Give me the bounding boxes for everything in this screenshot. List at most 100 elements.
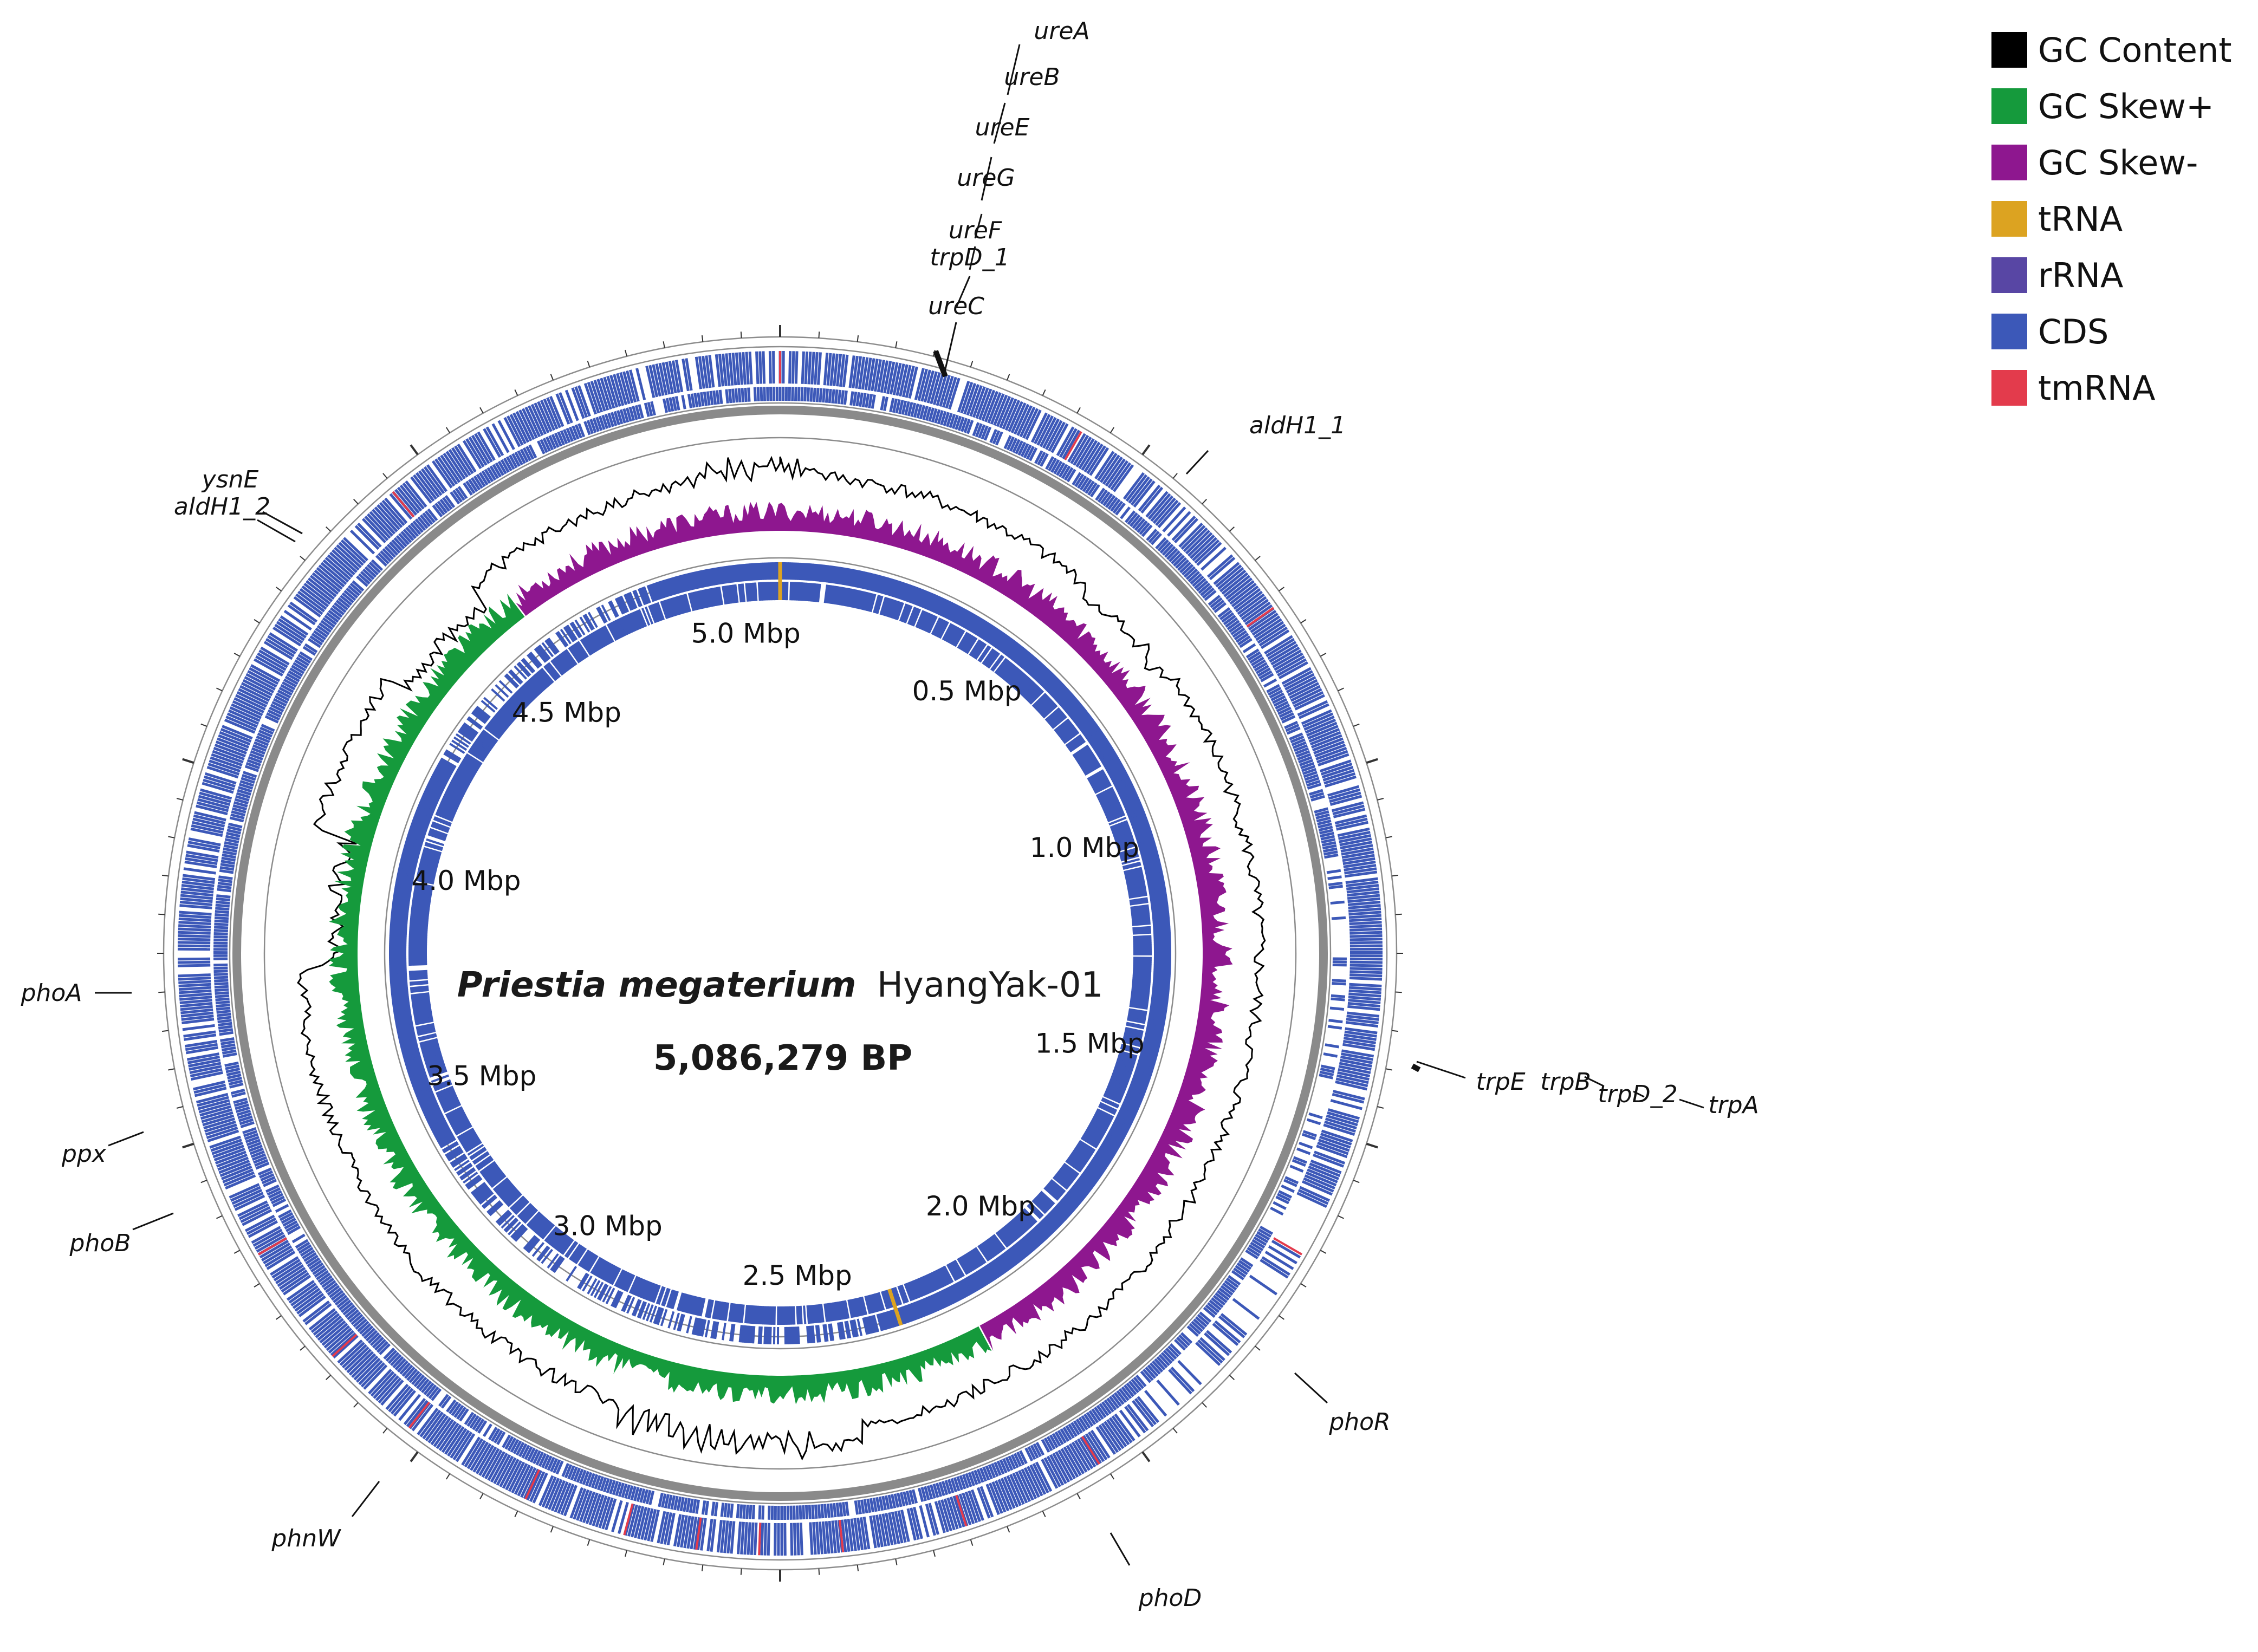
cds-feature (949, 1285, 959, 1302)
cds-feature (590, 1280, 601, 1297)
cds-feature (736, 564, 740, 582)
cds-feature (1318, 1139, 1350, 1152)
cds-feature (906, 1304, 914, 1322)
cds-feature (1075, 749, 1092, 762)
cds-feature (1096, 1108, 1114, 1118)
cds-feature (946, 1497, 959, 1530)
cds-feature (183, 874, 216, 881)
cds-feature (1233, 588, 1261, 610)
scale-tick (587, 360, 591, 368)
cds-feature (692, 1499, 697, 1514)
cds-feature (184, 1033, 217, 1041)
cds-feature (440, 1097, 458, 1107)
cds-feature (865, 1316, 872, 1334)
cds-feature (465, 480, 476, 494)
cds-feature (371, 559, 384, 571)
cds-feature (852, 392, 858, 406)
cds-feature (295, 1239, 309, 1249)
cds-feature (1100, 796, 1118, 807)
cds-feature (1129, 899, 1149, 904)
cds-feature (1027, 659, 1040, 674)
cds-feature (423, 1050, 441, 1057)
cds-feature (927, 1273, 938, 1291)
cds-feature (231, 703, 262, 719)
cds-feature (227, 1074, 242, 1079)
cds-feature (1349, 970, 1383, 974)
cds-feature (1306, 721, 1338, 737)
cds-feature (398, 866, 416, 872)
cds-feature (393, 895, 411, 901)
cds-feature (303, 582, 331, 605)
cds-feature (1115, 835, 1133, 843)
cds-feature (406, 1400, 429, 1427)
cds-feature (308, 1308, 336, 1331)
cds-feature (876, 1313, 883, 1331)
cds-feature (715, 354, 722, 387)
cds-feature (1225, 1277, 1239, 1289)
cds-feature (1118, 1053, 1137, 1061)
cds-feature (418, 470, 440, 498)
cds-feature (472, 710, 488, 723)
cds-feature (839, 1322, 844, 1340)
cds-feature (1105, 1136, 1121, 1147)
cds-feature (269, 1193, 284, 1202)
cds-feature (401, 1364, 413, 1377)
cds-feature (1348, 986, 1382, 991)
cds-feature (973, 1272, 985, 1288)
cds-feature (1041, 1459, 1059, 1489)
cds-feature (1343, 1037, 1376, 1044)
cds-feature (1320, 835, 1335, 841)
cds-feature (1030, 1445, 1039, 1459)
cds-feature (390, 976, 407, 980)
cds-feature (1024, 656, 1037, 672)
cds-feature (814, 352, 819, 385)
gene-label-trpa: trpA (1708, 1091, 1759, 1119)
cds-feature (1025, 409, 1042, 440)
cds-feature (596, 1476, 605, 1491)
cds-feature (410, 982, 429, 986)
cds-feature (959, 1280, 970, 1297)
cds-feature (1127, 884, 1146, 890)
cds-feature (1255, 621, 1284, 641)
legend-label: tmRNA (2038, 368, 2156, 408)
cds-feature (486, 467, 497, 481)
cds-feature (1302, 712, 1334, 728)
gene-leader-line (1584, 1076, 1604, 1087)
cds-feature (809, 1325, 814, 1343)
cds-feature (1119, 851, 1138, 858)
cds-feature (808, 1305, 812, 1324)
cds-feature (488, 1427, 498, 1441)
tmrna-feature (955, 1494, 968, 1527)
cds-feature (389, 943, 407, 946)
cds-feature (1065, 1425, 1075, 1439)
ring-backbone (232, 406, 1328, 1501)
cds-feature (1099, 793, 1117, 803)
cds-feature (754, 582, 758, 601)
cds-feature (636, 609, 646, 628)
cds-feature (702, 589, 708, 608)
cds-feature (1034, 1197, 1049, 1212)
cds-feature (924, 1274, 935, 1292)
cds-feature (991, 655, 1005, 672)
cds-feature (1293, 691, 1324, 708)
cds-feature (440, 757, 457, 768)
cds-feature (886, 599, 894, 617)
cds-feature (442, 497, 453, 510)
cds-feature (561, 1462, 569, 1477)
cds-feature (1074, 1440, 1094, 1469)
cds-feature (390, 981, 408, 986)
cds-feature (1199, 1337, 1225, 1361)
cds-feature (657, 602, 665, 621)
cds-feature (949, 1262, 961, 1280)
cds-feature (1007, 642, 1020, 658)
gene-label-phnw: phnW (271, 1525, 341, 1552)
cds-feature (1151, 903, 1169, 908)
cds-feature (500, 459, 510, 473)
cds-feature (1099, 795, 1118, 805)
cds-feature (204, 775, 236, 788)
cds-feature (1082, 1435, 1102, 1464)
cds-feature (497, 1211, 511, 1225)
cds-feature (712, 587, 718, 606)
cds-feature (1102, 1141, 1118, 1153)
legend: GC Content GC Skew+ GC Skew- tRNA rRNA C… (1991, 22, 2251, 416)
